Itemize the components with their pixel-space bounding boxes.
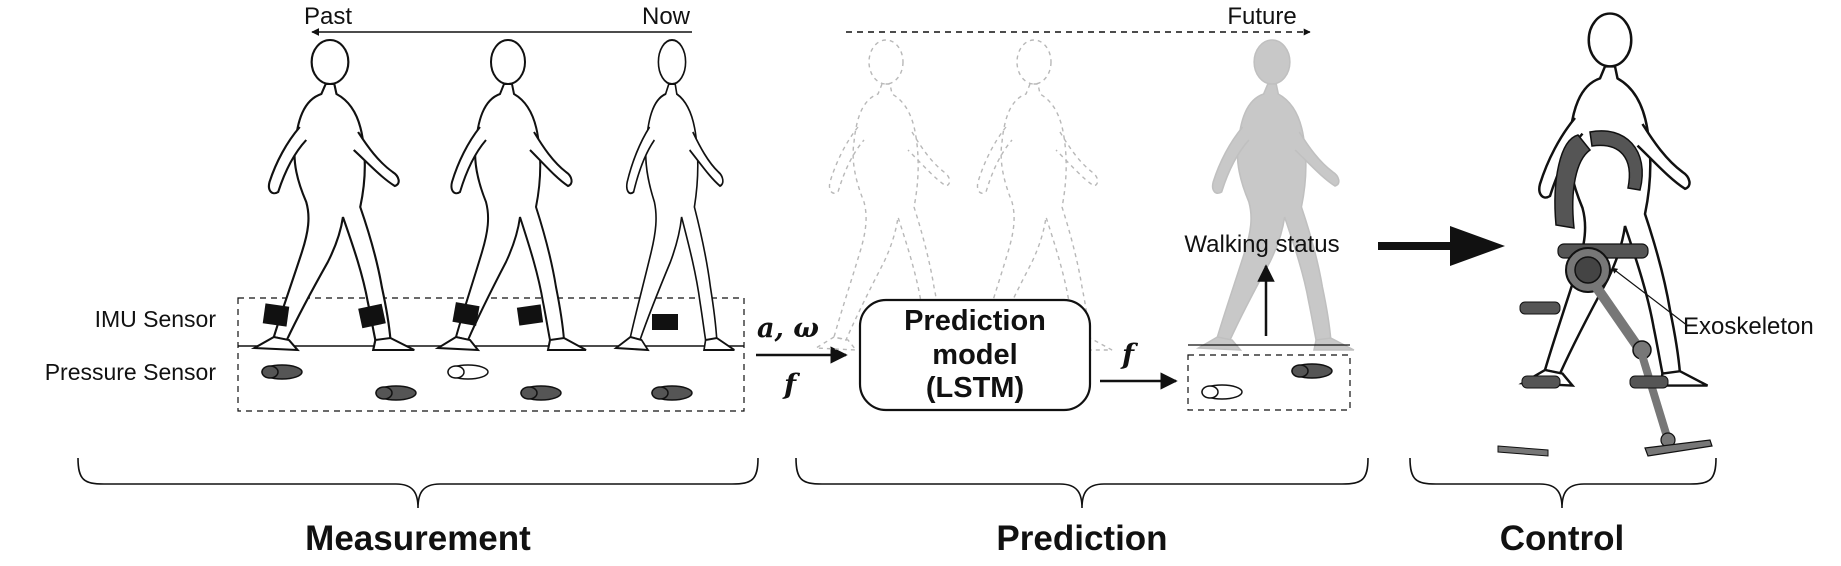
past-label: Past xyxy=(304,3,352,30)
exoskeleton-user-figure xyxy=(1521,12,1709,387)
footprint xyxy=(447,364,489,380)
prediction-brace xyxy=(795,457,1369,509)
imu-band xyxy=(262,303,290,327)
prediction-section: Prediction model (LSTM) f Walking status xyxy=(815,39,1355,412)
exoskeleton-device xyxy=(1497,130,1713,457)
footprint xyxy=(651,385,693,401)
walking-status-label: Walking status xyxy=(1184,231,1339,258)
model-title-line3: (LSTM) xyxy=(926,372,1024,404)
timeline: Past Now Future xyxy=(304,3,1311,36)
accel-gyro-symbol: a, ω xyxy=(757,313,819,344)
imu-band xyxy=(516,304,544,326)
walking-figure-past xyxy=(253,38,416,352)
footprint xyxy=(520,385,562,401)
input-signals: a, ω f xyxy=(756,313,848,401)
pressure-symbol: f xyxy=(782,368,801,401)
imu-sensor-label: IMU Sensor xyxy=(95,306,217,332)
footprint xyxy=(375,385,417,401)
control-brace xyxy=(1409,457,1717,509)
pressure-sensor-label: Pressure Sensor xyxy=(45,359,217,385)
control-section-label: Control xyxy=(1500,519,1624,558)
footprint xyxy=(1201,384,1243,400)
footprint xyxy=(261,364,303,380)
future-pressure-box xyxy=(1187,354,1351,411)
future-figure xyxy=(1197,39,1355,351)
section-braces xyxy=(77,457,1717,509)
now-label: Now xyxy=(642,3,691,30)
imu-band xyxy=(652,314,678,330)
exoskeleton-label: Exoskeleton xyxy=(1683,313,1814,340)
future-label: Future xyxy=(1227,3,1296,30)
control-section: Exoskeleton xyxy=(1497,12,1814,457)
future-footprints xyxy=(1201,363,1333,400)
imu-bands xyxy=(262,302,678,330)
walking-figure-now xyxy=(615,39,736,351)
model-title-line1: Prediction xyxy=(904,305,1046,337)
exoskeleton-pointer xyxy=(1611,267,1689,327)
footprint xyxy=(1291,363,1333,379)
sensor-box xyxy=(237,297,745,412)
imu-band xyxy=(358,303,386,329)
output-symbol: f xyxy=(1120,338,1139,371)
measurement-brace xyxy=(77,457,759,509)
measurement-section: IMU Sensor Pressure Sensor xyxy=(45,38,745,412)
prediction-section-label: Prediction xyxy=(996,519,1167,558)
model-title-line2: model xyxy=(932,339,1017,371)
footprints xyxy=(261,364,693,401)
imu-band xyxy=(452,302,480,326)
lstm-model-box xyxy=(858,298,1092,412)
measurement-section-label: Measurement xyxy=(305,519,531,558)
control-arrow xyxy=(1378,226,1505,266)
